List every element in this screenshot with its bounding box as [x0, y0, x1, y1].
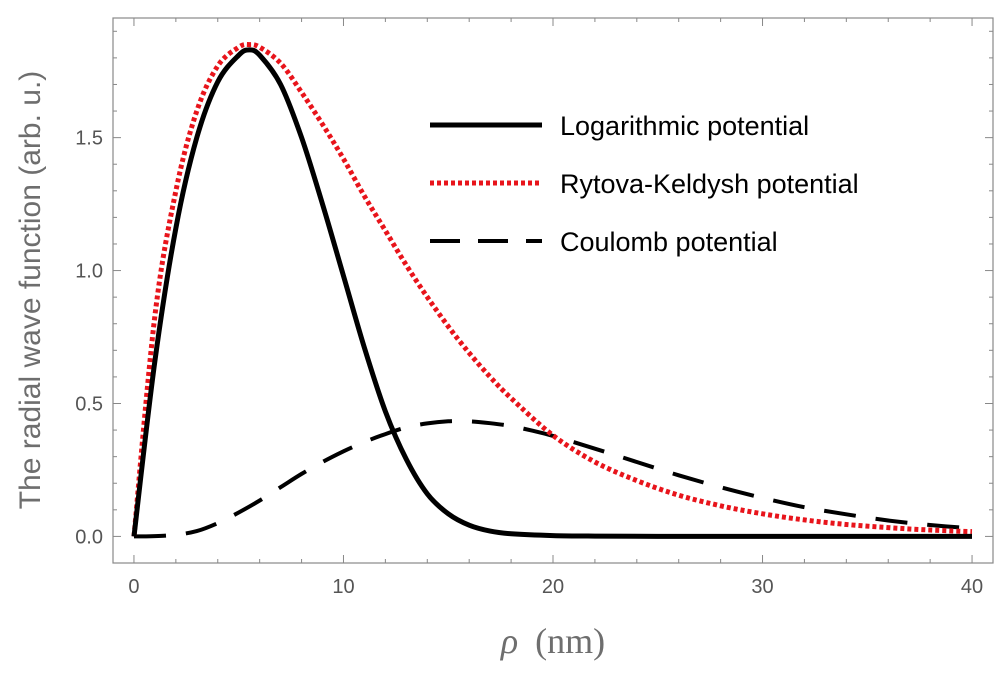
axis-ticks — [113, 18, 993, 563]
y-axis-label: The radial wave function (arb. u.) — [14, 71, 47, 510]
x-tick-label: 10 — [332, 576, 354, 598]
series-layer — [131, 42, 973, 539]
x-axis-label: ρ (nm) — [500, 621, 605, 661]
series-line-coulomb-potential — [133, 419, 973, 539]
y-tick-label: 1.0 — [75, 261, 103, 283]
y-tick-label: 0.5 — [75, 393, 103, 415]
plot-frame — [112, 17, 994, 564]
x-tick-label: 30 — [751, 576, 773, 598]
x-tick-label: 20 — [542, 576, 564, 598]
legend-label: Coulomb potential — [560, 227, 778, 257]
legend: Logarithmic potential Rytova-Keldysh pote… — [430, 111, 859, 257]
y-tick-label: 0.0 — [75, 526, 103, 548]
x-tick-label: 40 — [961, 576, 983, 598]
y-tick-label: 1.5 — [75, 128, 103, 150]
tick-labels: 0 10 20 30 40 0.0 0.5 1.0 1.5 — [75, 128, 983, 598]
x-axis-unit: (nm) — [535, 621, 605, 661]
legend-label: Rytova-Keldysh potential — [560, 169, 859, 199]
legend-label: Logarithmic potential — [560, 111, 809, 141]
series-line-rytova-keldysh-potential — [131, 42, 973, 537]
x-tick-label: 0 — [128, 576, 139, 598]
x-axis-symbol: ρ — [500, 621, 518, 661]
series-line-logarithmic-potential — [131, 47, 972, 539]
